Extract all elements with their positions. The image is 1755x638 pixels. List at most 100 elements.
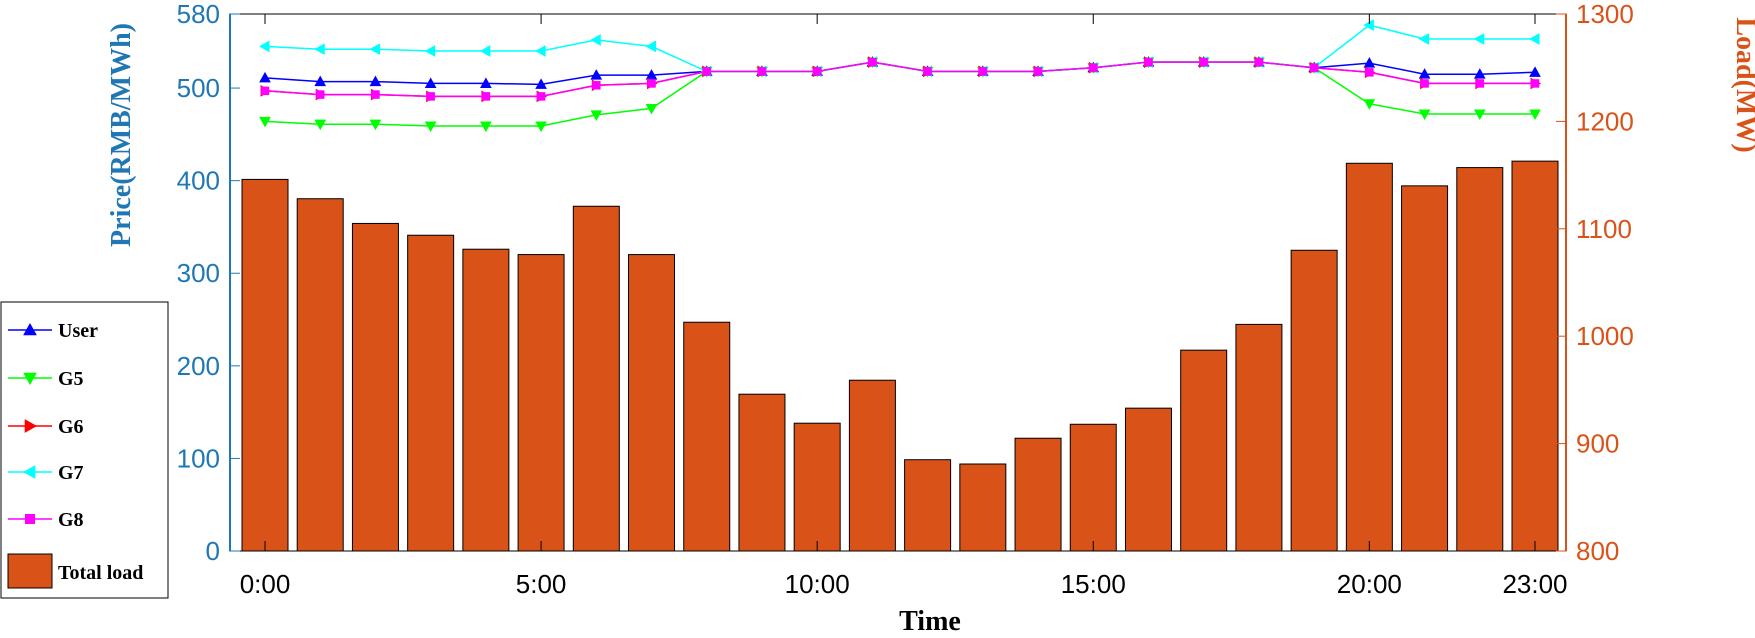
load-bar-0:00: [241, 178, 289, 552]
point-g8-12:00: [923, 67, 932, 76]
point-user-4:00: [480, 77, 492, 88]
right-tick-label: 900: [1576, 429, 1619, 459]
point-g8-0:00: [260, 86, 270, 96]
legend-item-g7: G7: [8, 462, 84, 484]
point-g8-16:00: [1144, 57, 1153, 67]
point-g8-15:00: [1089, 63, 1098, 72]
right-tick-label: 800: [1576, 536, 1619, 566]
point-g5-20:00: [1363, 99, 1376, 110]
point-g8-11:00: [868, 57, 877, 67]
legend-marker-g6: [24, 419, 38, 433]
load-bar-19:00: [1290, 249, 1338, 552]
point-g7-0:00: [258, 40, 270, 53]
right-tick-label: 1300: [1576, 0, 1634, 29]
point-g7-7:00: [645, 40, 657, 53]
legend-label-user: User: [58, 320, 98, 342]
left-tick-label: 500: [177, 73, 220, 103]
point-g8-2:00: [371, 90, 380, 99]
point-g8-17:00: [1199, 57, 1208, 67]
legend-label-g6: G6: [58, 416, 84, 438]
left-tick-label: 580: [177, 0, 220, 29]
load-bar-16:00: [1124, 407, 1172, 552]
point-g8-22:00: [1475, 79, 1485, 88]
point-g7-23:00: [1528, 33, 1540, 45]
point-g8-6:00: [592, 81, 601, 90]
point-g8-21:00: [1420, 79, 1429, 88]
left-tick-label: 200: [177, 351, 220, 381]
right-tick-label: 1000: [1576, 321, 1634, 351]
y-axis-label-right: Load(MW): [1730, 17, 1755, 152]
legend-marker-g7: [22, 465, 36, 479]
point-g5-0:00: [259, 116, 271, 128]
point-g8-9:00: [757, 67, 767, 76]
load-bar-8:00: [683, 321, 731, 552]
point-g8-19:00: [1309, 63, 1319, 72]
point-user-22:00: [1473, 68, 1486, 79]
left-tick-label: 300: [177, 258, 220, 288]
point-g7-21:00: [1418, 33, 1430, 45]
point-g8-8:00: [702, 67, 711, 76]
point-user-21:00: [1418, 68, 1431, 79]
point-g8-14:00: [1033, 67, 1043, 76]
load-bar-23:00: [1511, 160, 1559, 552]
point-g7-1:00: [314, 43, 325, 56]
series-user: [259, 56, 1541, 89]
legend-box: [0, 301, 169, 599]
point-g8-18:00: [1254, 57, 1264, 67]
point-g5-21:00: [1418, 109, 1431, 121]
series-line-user: [264, 61, 1536, 86]
load-bar-11:00: [848, 379, 896, 552]
legend-label-g7: G7: [58, 462, 84, 484]
right-tick-label: 1100: [1576, 214, 1632, 244]
load-bar-4:00: [462, 248, 510, 552]
left-tick-label: 0: [206, 536, 220, 566]
load-bar-17:00: [1180, 349, 1228, 552]
load-bar-13:00: [959, 463, 1007, 552]
legend-label-g5: G5: [58, 368, 84, 390]
series-line-g5: [264, 61, 1535, 127]
point-user-2:00: [369, 75, 382, 87]
point-g5-23:00: [1529, 109, 1541, 121]
load-bar-6:00: [572, 205, 620, 552]
point-user-20:00: [1363, 57, 1376, 68]
legend-item-user: User: [8, 320, 98, 342]
point-g8-23:00: [1530, 79, 1540, 88]
legend-item-total-load: Total load: [7, 553, 143, 589]
point-user-5:00: [535, 78, 547, 89]
point-user-0:00: [259, 71, 271, 83]
legend-label-g8: G8: [58, 509, 84, 531]
load-bar-20:00: [1345, 162, 1393, 552]
legend-marker-user: [23, 322, 37, 336]
y-axis-label-left: Price(RMB/MWh): [106, 23, 137, 247]
point-g7-2:00: [369, 43, 380, 56]
legend-marker-g5: [23, 372, 37, 386]
legend-item-g8: G8: [8, 509, 84, 531]
load-bar-5:00: [517, 254, 565, 552]
load-bar-12:00: [904, 459, 952, 552]
legend-item-g6: G6: [8, 416, 84, 438]
point-g8-7:00: [647, 79, 656, 88]
legend-item-g5: G5: [8, 368, 84, 390]
load-bar-21:00: [1401, 185, 1449, 552]
x-tick-label: 23:00: [1502, 569, 1567, 599]
point-g8-10:00: [812, 67, 822, 76]
point-user-3:00: [424, 77, 437, 88]
series-g6: [260, 56, 1542, 103]
legend: User G5 G6 G7 G8 Total load: [0, 301, 169, 599]
x-tick-label: 20:00: [1337, 569, 1402, 599]
price-lines: [258, 19, 1542, 133]
load-bar-18:00: [1235, 323, 1283, 552]
x-tick-label: 15:00: [1061, 569, 1126, 599]
load-bar-3:00: [407, 234, 455, 552]
point-g7-3:00: [424, 45, 436, 57]
series-line-g8: [264, 61, 1535, 98]
point-user-1:00: [314, 75, 327, 87]
series-g7: [258, 19, 1540, 78]
point-g8-3:00: [426, 92, 435, 101]
point-g5-7:00: [645, 103, 658, 115]
point-g5-1:00: [314, 119, 327, 131]
point-g5-3:00: [424, 121, 437, 133]
load-bar-15:00: [1069, 423, 1117, 552]
series-g5: [259, 57, 1541, 133]
legend-label-total-load: Total load: [58, 562, 143, 584]
